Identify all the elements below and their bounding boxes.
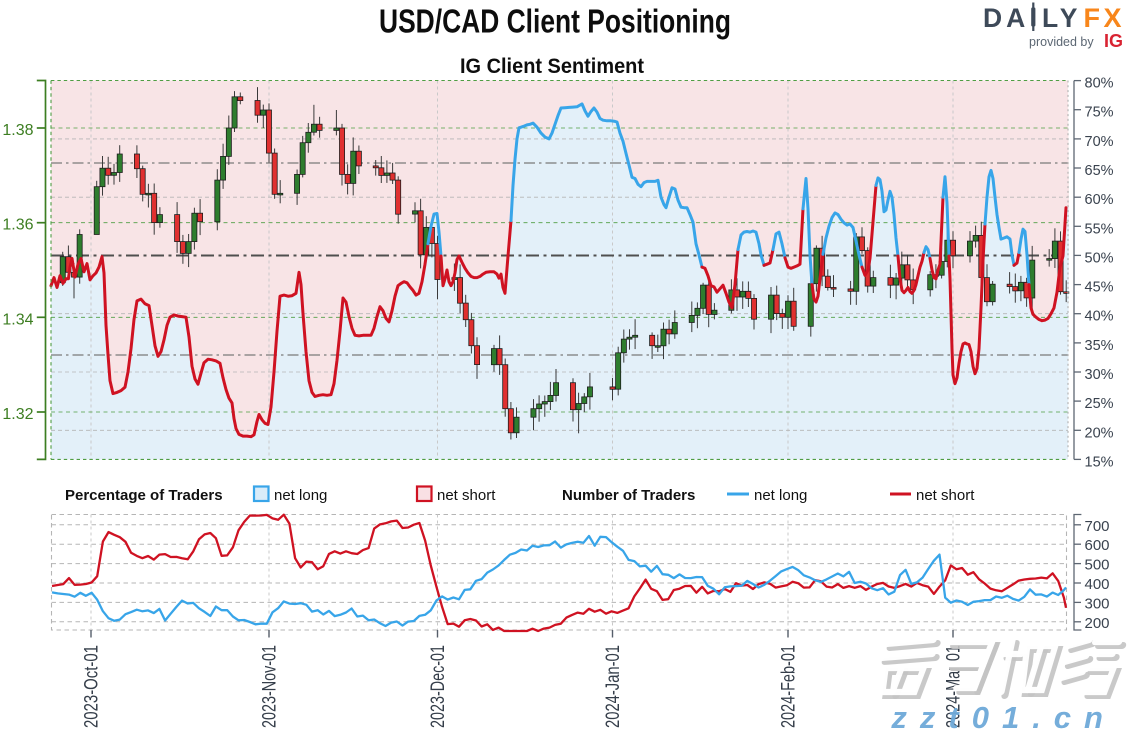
svg-text:FX: FX (1084, 3, 1126, 33)
svg-text:70%: 70% (1085, 134, 1114, 150)
svg-text:1.38: 1.38 (2, 122, 33, 139)
svg-text:USD/CAD Client Positioning: USD/CAD Client Positioning (379, 3, 731, 40)
svg-text:net long: net long (274, 487, 327, 504)
svg-text:700: 700 (1085, 518, 1110, 535)
svg-text:200: 200 (1085, 615, 1110, 632)
svg-text:1.36: 1.36 (2, 217, 33, 234)
svg-text:35%: 35% (1085, 338, 1114, 354)
svg-text:45%: 45% (1085, 280, 1114, 296)
svg-text:DA: DA (983, 3, 1029, 33)
svg-text:25%: 25% (1085, 396, 1114, 412)
svg-text:zzt01.cn: zzt01.cn (890, 700, 1116, 732)
svg-text:80%: 80% (1085, 76, 1114, 92)
svg-text:1.32: 1.32 (2, 406, 33, 423)
svg-text:40%: 40% (1085, 309, 1114, 325)
svg-text:net short: net short (916, 487, 975, 504)
svg-text:2023-Nov-01: 2023-Nov-01 (260, 645, 281, 728)
svg-text:IG: IG (1104, 31, 1123, 51)
svg-text:net short: net short (437, 487, 496, 504)
svg-text:55%: 55% (1085, 221, 1114, 237)
svg-text:15%: 15% (1085, 454, 1114, 470)
svg-text:65%: 65% (1085, 163, 1114, 179)
svg-text:600: 600 (1085, 537, 1110, 554)
svg-text:300: 300 (1085, 595, 1110, 612)
svg-text:2023-Oct-01: 2023-Oct-01 (82, 645, 103, 728)
svg-text:30%: 30% (1085, 367, 1114, 383)
svg-text:500: 500 (1085, 557, 1110, 574)
svg-text:IG Client Sentiment: IG Client Sentiment (460, 55, 644, 78)
svg-text:2024-Jan-01: 2024-Jan-01 (603, 645, 624, 728)
svg-text:2023-Dec-01: 2023-Dec-01 (428, 645, 449, 728)
svg-text:20%: 20% (1085, 425, 1114, 441)
svg-text:net long: net long (754, 487, 807, 504)
svg-text:75%: 75% (1085, 105, 1114, 121)
svg-text:provided by: provided by (1029, 35, 1094, 49)
svg-text:60%: 60% (1085, 192, 1114, 208)
svg-text:2024-Feb-01: 2024-Feb-01 (779, 645, 800, 728)
svg-text:50%: 50% (1085, 250, 1114, 266)
svg-text:Percentage of Traders: Percentage of Traders (65, 487, 223, 504)
svg-text:1.34: 1.34 (2, 311, 33, 328)
svg-text:LY: LY (1042, 3, 1081, 33)
svg-text:400: 400 (1085, 576, 1110, 593)
svg-text:Number of Traders: Number of Traders (562, 487, 695, 504)
